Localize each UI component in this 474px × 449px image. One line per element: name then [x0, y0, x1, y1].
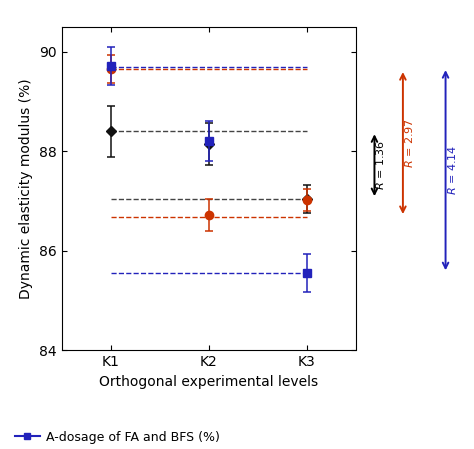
Text: $R$ = 4.14: $R$ = 4.14 — [446, 145, 458, 195]
Text: $R$ = 1.36: $R$ = 1.36 — [374, 140, 386, 190]
Y-axis label: Dynamic elasticity modulus (%): Dynamic elasticity modulus (%) — [19, 78, 34, 299]
Legend: A-dosage of FA and BFS (%), B-dosage ratio of FA/BFS, C-dosage of SF (%): A-dosage of FA and BFS (%), B-dosage rat… — [15, 431, 220, 449]
Text: $R$ = 2.97: $R$ = 2.97 — [402, 118, 415, 168]
X-axis label: Orthogonal experimental levels: Orthogonal experimental levels — [99, 374, 318, 389]
